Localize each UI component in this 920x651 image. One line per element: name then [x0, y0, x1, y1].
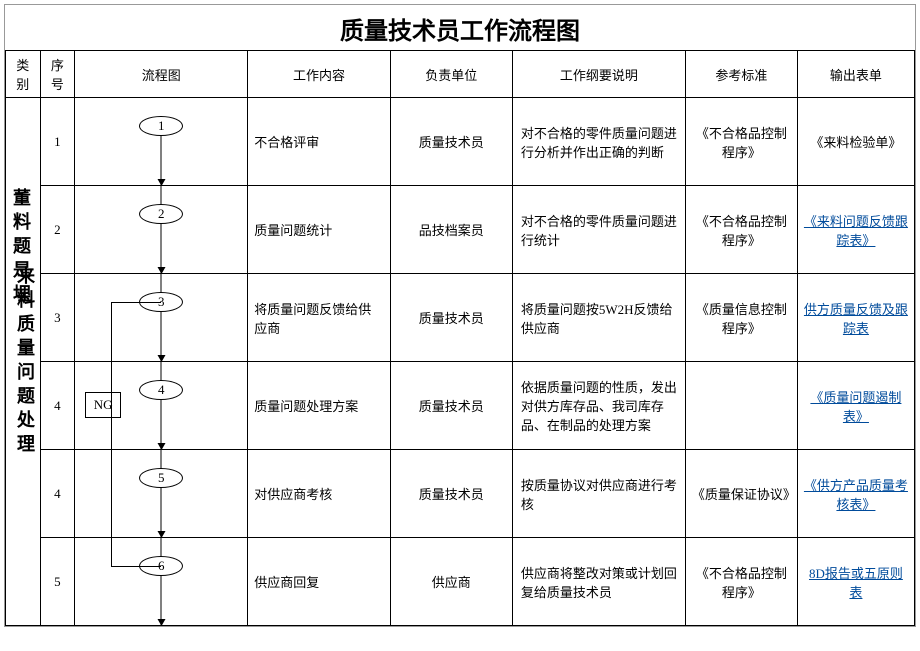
- flow-cell: 1: [75, 98, 248, 186]
- header-ref: 参考标准: [685, 51, 797, 98]
- work-cell: 供应商回复: [248, 538, 391, 626]
- ref-cell: 《不合格品控制程序》: [685, 186, 797, 274]
- table-row: 33将质量问题反馈给供应商质量技术员将质量问题按5W2H反馈给供应商《质量信息控…: [6, 274, 915, 362]
- output-cell[interactable]: 《质量问题遏制表》: [797, 362, 914, 450]
- work-cell: 质量问题统计: [248, 186, 391, 274]
- category-overlay-text: 董料题是埋: [8, 188, 34, 308]
- header-out: 输出表单: [797, 51, 914, 98]
- unit-cell: 质量技术员: [390, 98, 512, 186]
- ng-box: NG: [85, 392, 121, 418]
- header-work: 工作内容: [248, 51, 391, 98]
- category-cell: 来料质量问题处理董料题是埋: [6, 98, 41, 626]
- table-row: 来料质量问题处理董料题是埋11不合格评审质量技术员对不合格的零件质量问题进行分析…: [6, 98, 915, 186]
- flow-node: 2: [139, 204, 183, 224]
- flow-node: 5: [139, 468, 183, 488]
- output-link[interactable]: 8D报告或五原则表: [809, 566, 903, 600]
- desc-cell: 供应商将整改对策或计划回复给质量技术员: [512, 538, 685, 626]
- output-cell[interactable]: 8D报告或五原则表: [797, 538, 914, 626]
- desc-cell: 对不合格的零件质量问题进行统计: [512, 186, 685, 274]
- work-cell: 将质量问题反馈给供应商: [248, 274, 391, 362]
- seq-cell: 3: [40, 274, 75, 362]
- header-category: 类别: [6, 51, 41, 98]
- ref-cell: [685, 362, 797, 450]
- output-link[interactable]: 供方质量反馈及跟踪表: [804, 302, 908, 336]
- seq-cell: 4: [40, 362, 75, 450]
- desc-cell: 按质量协议对供应商进行考核: [512, 450, 685, 538]
- flow-cell: 6: [75, 538, 248, 626]
- ref-cell: 《不合格品控制程序》: [685, 98, 797, 186]
- flow-node: 4: [139, 380, 183, 400]
- seq-cell: 4: [40, 450, 75, 538]
- header-seq: 序号: [40, 51, 75, 98]
- desc-cell: 对不合格的零件质量问题进行分析并作出正确的判断: [512, 98, 685, 186]
- header-desc: 工作纲要说明: [512, 51, 685, 98]
- flow-node: 1: [139, 116, 183, 136]
- unit-cell: 供应商: [390, 538, 512, 626]
- work-cell: 对供应商考核: [248, 450, 391, 538]
- seq-cell: 2: [40, 186, 75, 274]
- header-row: 类别 序号 流程图 工作内容 负责单位 工作纲要说明 参考标准 输出表单: [6, 51, 915, 98]
- work-cell: 质量问题处理方案: [248, 362, 391, 450]
- header-flow: 流程图: [75, 51, 248, 98]
- table-row: 4 5 对供应商考核质量技术员按质量协议对供应商进行考核《质量保证协议》《供方产品质…: [6, 450, 915, 538]
- flow-cell: 3: [75, 274, 248, 362]
- unit-cell: 质量技术员: [390, 274, 512, 362]
- ref-cell: 《质量信息控制程序》: [685, 274, 797, 362]
- output-cell[interactable]: 供方质量反馈及跟踪表: [797, 274, 914, 362]
- output-link[interactable]: 《质量问题遏制表》: [810, 390, 901, 424]
- flow-cell: 2: [75, 186, 248, 274]
- header-unit: 负责单位: [390, 51, 512, 98]
- output-cell[interactable]: 《供方产品质量考核表》: [797, 450, 914, 538]
- page-title: 质量技术员工作流程图: [5, 5, 915, 50]
- table-row: 4 4 NG 质量问题处理方案质量技术员依据质量问题的性质，发出对供方库存品、我司库存…: [6, 362, 915, 450]
- flow-cell: 4 NG: [75, 362, 248, 450]
- unit-cell: 质量技术员: [390, 362, 512, 450]
- workflow-table: 类别 序号 流程图 工作内容 负责单位 工作纲要说明 参考标准 输出表单 来料质…: [5, 50, 915, 626]
- unit-cell: 质量技术员: [390, 450, 512, 538]
- table-row: 56供应商回复供应商供应商将整改对策或计划回复给质量技术员《不合格品控制程序》 8…: [6, 538, 915, 626]
- output-link[interactable]: 《来料问题反馈跟踪表》: [804, 214, 908, 248]
- table-row: 2 2 质量问题统计品技档案员对不合格的零件质量问题进行统计《不合格品控制程序》《来…: [6, 186, 915, 274]
- seq-cell: 1: [40, 98, 75, 186]
- output-link[interactable]: 《供方产品质量考核表》: [804, 478, 908, 512]
- page-container: 质量技术员工作流程图 类别 序号 流程图 工作内容 负责单位 工作纲要说明 参考…: [4, 4, 916, 627]
- flow-cell: 5: [75, 450, 248, 538]
- ref-cell: 《不合格品控制程序》: [685, 538, 797, 626]
- desc-cell: 将质量问题按5W2H反馈给供应商: [512, 274, 685, 362]
- unit-cell: 品技档案员: [390, 186, 512, 274]
- desc-cell: 依据质量问题的性质，发出对供方库存品、我司库存品、在制品的处理方案: [512, 362, 685, 450]
- seq-cell: 5: [40, 538, 75, 626]
- ref-cell: 《质量保证协议》: [685, 450, 797, 538]
- work-cell: 不合格评审: [248, 98, 391, 186]
- output-cell: 《来料检验单》: [797, 98, 914, 186]
- output-cell[interactable]: 《来料问题反馈跟踪表》: [797, 186, 914, 274]
